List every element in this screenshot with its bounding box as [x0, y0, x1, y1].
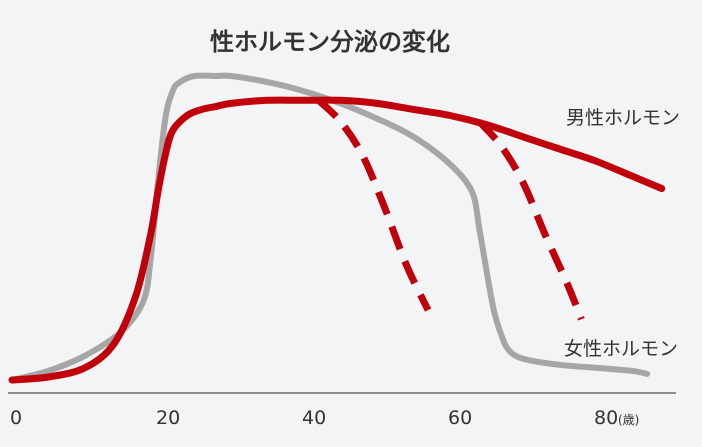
- x-tick-label: 80: [594, 407, 618, 429]
- series-male-decline-dashed-2: [476, 119, 585, 321]
- x-axis-unit: (歳): [618, 413, 639, 427]
- series-male-hormone: [8, 96, 666, 384]
- series-male-decline-dashed-1: [316, 97, 432, 312]
- series-label-female: 女性ホルモン: [564, 338, 678, 360]
- x-tick-label: 20: [156, 407, 180, 429]
- x-tick-label: 60: [448, 407, 472, 429]
- series-layer: [8, 72, 666, 384]
- x-tick-label: 40: [302, 407, 326, 429]
- series-label-male: 男性ホルモン: [566, 107, 680, 129]
- chart-title: 性ホルモン分泌の変化: [210, 28, 450, 56]
- x-axis-ticks: 0 20 40 60 80 (歳): [10, 407, 639, 429]
- x-tick-label: 0: [10, 407, 22, 429]
- series-female-hormone: [9, 72, 651, 383]
